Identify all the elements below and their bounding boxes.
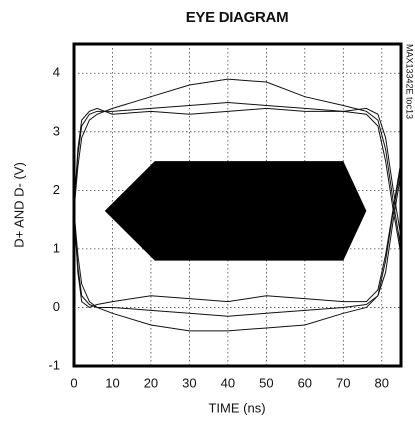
x-tick-label: 70 xyxy=(336,375,350,390)
trace-line xyxy=(74,172,401,332)
x-tick-label: 30 xyxy=(182,375,196,390)
x-tick-label: 10 xyxy=(105,375,119,390)
plot-data xyxy=(74,78,401,332)
trace-line xyxy=(74,102,401,255)
x-tick-label: 40 xyxy=(221,375,235,390)
plot-frame xyxy=(72,42,403,368)
tick-labels: 0 10 20 30 40 50 60 70 80 -1 0 1 2 3 4 xyxy=(48,65,389,391)
y-axis-label: D+ AND D- (V) xyxy=(11,162,26,248)
y-tick-label: 3 xyxy=(53,123,60,138)
x-axis-label: TIME (ns) xyxy=(208,400,265,415)
x-tick-label: 80 xyxy=(375,375,389,390)
trace-line xyxy=(74,78,401,249)
x-tick-label: 0 xyxy=(70,375,77,390)
y-tick-label: 1 xyxy=(53,240,60,255)
note: MAX13342E toc13 xyxy=(405,44,415,119)
x-tick-label: 60 xyxy=(298,375,312,390)
y-tick-label: -1 xyxy=(48,357,60,372)
trace-line xyxy=(74,107,401,238)
y-tick-label: 4 xyxy=(53,65,60,80)
chart-title: EYE DIAGRAM xyxy=(186,9,289,26)
eye-mask xyxy=(104,161,367,261)
trace-line xyxy=(74,161,401,309)
x-tick-label: 20 xyxy=(144,375,158,390)
trace-line xyxy=(74,166,401,317)
y-tick-label: 2 xyxy=(53,182,60,197)
x-tick-label: 50 xyxy=(259,375,273,390)
y-tick-label: 0 xyxy=(53,299,60,314)
